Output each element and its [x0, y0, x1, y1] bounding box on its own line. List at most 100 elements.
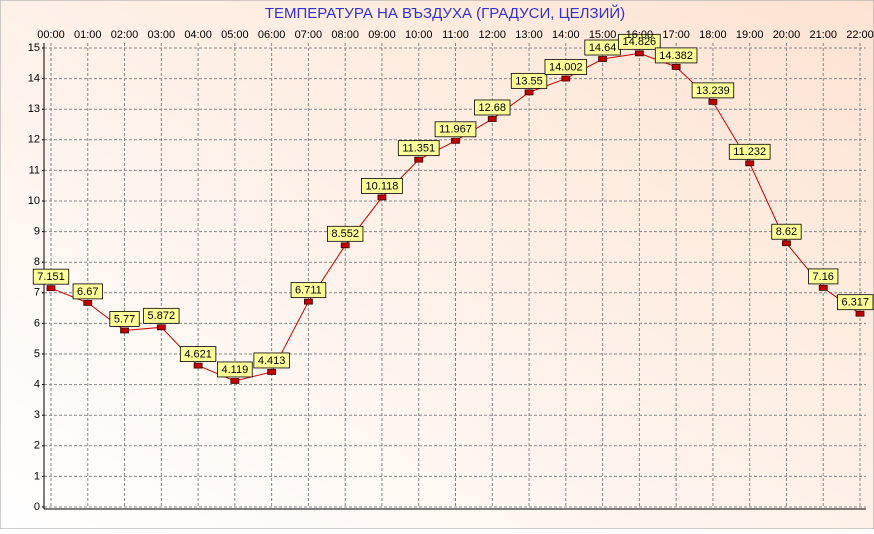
marker [340, 242, 350, 249]
marker [487, 116, 497, 122]
data-label-box [808, 268, 839, 285]
y-tick-label: 13 [28, 103, 40, 115]
marker [304, 298, 313, 305]
data-label: 14.826 [623, 36, 657, 48]
marker [451, 137, 460, 144]
x-tick-label: 19:00 [736, 29, 764, 41]
x-tick-label: 01:00 [74, 29, 102, 41]
y-tick-label: 8 [34, 256, 40, 268]
y-tick-label: 14 [28, 73, 40, 85]
marker [598, 56, 607, 62]
marker [414, 156, 424, 163]
x-tick-label: 08:00 [331, 29, 359, 41]
y-tick-label: 7 [34, 287, 40, 299]
data-label-box [361, 177, 403, 194]
x-tick-label: 13:00 [515, 29, 543, 41]
data-label: 13.55 [515, 75, 543, 87]
x-tick-label: 16:00 [626, 29, 654, 41]
x-tick-label: 14:00 [552, 29, 580, 41]
data-label: 4.413 [258, 355, 286, 367]
data-label: 8.552 [331, 228, 359, 240]
x-tick-label: 11:00 [442, 29, 469, 41]
y-tick-label: 3 [34, 409, 40, 421]
marker [782, 240, 791, 247]
plot: 7.151 6.67 5.77 5.872 4.621 4.119 4.413 6.711 8.… [32, 33, 874, 384]
data-label-box [109, 311, 140, 327]
marker [855, 310, 865, 317]
marker [377, 194, 387, 201]
x-tick-label: 18:00 [699, 29, 727, 41]
data-label-box [654, 47, 698, 64]
data-label: 6.711 [295, 285, 322, 297]
y-tick-label: 6 [34, 317, 40, 329]
x-tick-label: 04:00 [184, 29, 212, 41]
y-tick-label: 9 [34, 226, 40, 238]
data-label: 12.68 [479, 102, 507, 114]
data-label: 11.351 [402, 143, 435, 155]
data-label-box [179, 346, 217, 362]
x-tick-label: 17:00 [662, 29, 690, 41]
data-label: 6.67 [77, 286, 98, 298]
data-label: 14.64 [589, 42, 617, 54]
marker [818, 285, 828, 291]
data-label-box [728, 143, 771, 160]
data-label: 4.621 [184, 349, 212, 361]
data-label-box [253, 352, 290, 369]
x-tick-label: 22:00 [846, 29, 874, 41]
marker [120, 327, 129, 334]
data-label: 5.77 [114, 313, 135, 325]
data-label: 10.118 [366, 180, 399, 192]
x-tick-label: 10:00 [405, 29, 433, 41]
data-label: 7.16 [813, 271, 834, 283]
x-tick-label: 07:00 [295, 29, 323, 41]
data-label-box [72, 283, 103, 300]
y-tick-label: 11 [29, 164, 40, 176]
data-label: 13.239 [696, 85, 730, 97]
data-label-box [32, 268, 70, 285]
chart-title: ТЕМПЕРАТУРА НА ВЪЗДУХА (ГРАДУСИ, ЦЕЛЗИЙ) [265, 4, 625, 22]
x-tick-label: 02:00 [111, 29, 139, 41]
x-tick-label: 21:00 [809, 29, 837, 41]
data-label-box [217, 361, 253, 378]
data-label: 8.62 [776, 226, 797, 238]
data-label: 7.151 [37, 271, 65, 283]
data-label: 14.002 [549, 61, 583, 73]
marker [634, 50, 644, 57]
marker [671, 64, 681, 70]
data-label-box [434, 121, 477, 138]
y-tick-label: 4 [34, 379, 40, 391]
y-tick-label: 0 [34, 501, 40, 513]
data-label: 11.232 [733, 146, 766, 158]
y-tick-label: 1 [34, 470, 40, 482]
data-label-box [327, 225, 364, 242]
marker [193, 362, 203, 369]
data-label-box [397, 140, 440, 157]
data-label-box [618, 33, 661, 50]
marker [83, 299, 93, 306]
data-label: 5.872 [148, 310, 176, 322]
x-tick-label: 05:00 [221, 29, 249, 41]
data-label-box [691, 82, 735, 99]
marker [267, 369, 277, 375]
data-label-box [837, 294, 874, 311]
y-tick-label: 5 [34, 348, 40, 360]
data-label-box [510, 72, 548, 89]
x-tick-label: 20:00 [773, 29, 801, 41]
data-label: 14.382 [659, 50, 693, 62]
data-label-box [771, 223, 802, 240]
marker [745, 160, 755, 167]
x-tick-label: 12:00 [479, 29, 507, 41]
x-tick-label: 03:00 [148, 29, 176, 41]
data-label-box [143, 307, 180, 324]
data-label-box [290, 282, 327, 299]
marker [156, 324, 166, 331]
marker [46, 285, 56, 292]
y-tick-label: 15 [28, 42, 40, 54]
x-tick-label: 09:00 [368, 29, 396, 41]
data-label: 6.317 [841, 297, 869, 309]
marker [524, 89, 534, 96]
y-tick-label: 2 [34, 440, 40, 452]
y-tick-label: 10 [28, 195, 40, 207]
